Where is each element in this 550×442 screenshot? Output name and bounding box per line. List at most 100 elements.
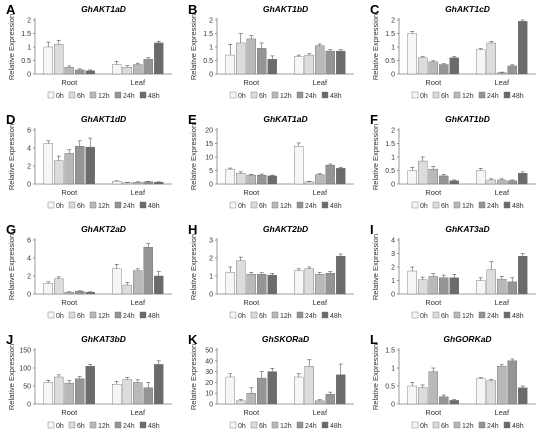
- legend-swatch-24h: [114, 91, 122, 99]
- panel-letter: B: [188, 2, 197, 17]
- y-tick-label: 2: [209, 18, 213, 25]
- bar-leaf-0h: [294, 145, 304, 185]
- bar-root-0h: [407, 385, 417, 405]
- y-tick-label: 0: [391, 72, 395, 79]
- legend-label: 12h: [462, 93, 474, 100]
- bar-root-24h: [257, 48, 267, 75]
- bar-leaf-6h: [122, 284, 132, 295]
- legend-swatch-24h: [478, 91, 486, 99]
- legend-label: 6h: [77, 203, 85, 210]
- bar-root-6h: [54, 376, 64, 405]
- bar-leaf-12h: [497, 278, 507, 295]
- legend-label: 24h: [305, 423, 317, 430]
- y-tick-label: 1: [391, 155, 395, 162]
- legend-swatch-12h: [89, 91, 97, 99]
- legend-label: 24h: [487, 423, 499, 430]
- bar-leaf-48h: [154, 364, 164, 405]
- x-category-label: Root: [425, 188, 442, 197]
- panel-j: J GhKAT3bD Relative Expression 0 50 100 150 Roo…: [6, 332, 172, 430]
- legend-label: 6h: [259, 313, 267, 320]
- bar-leaf-24h: [507, 360, 517, 405]
- legend-swatch-12h: [453, 91, 461, 99]
- bar-leaf-0h: [476, 49, 486, 75]
- legend-swatch-24h: [114, 201, 122, 209]
- legend-swatch-24h: [478, 421, 486, 429]
- bar-leaf-12h: [133, 382, 143, 405]
- y-tick-label: 4: [27, 146, 31, 153]
- legend-label: 6h: [441, 423, 449, 430]
- bar-leaf-0h: [112, 268, 122, 295]
- bar-root-48h: [85, 146, 95, 185]
- bar-leaf-48h: [336, 374, 346, 405]
- bar-leaf-0h: [112, 64, 122, 75]
- legend-swatch-6h: [68, 201, 76, 209]
- bar-root-0h: [43, 143, 53, 185]
- bar-root-0h: [43, 46, 53, 75]
- y-axis-label: Relative Expression: [371, 124, 380, 190]
- legend-swatch-12h: [453, 421, 461, 429]
- x-category-label: Root: [425, 78, 442, 87]
- legend-label: 12h: [280, 93, 292, 100]
- bar-root-0h: [225, 272, 235, 295]
- panel-letter: I: [370, 222, 374, 237]
- bar-leaf-24h: [507, 65, 517, 75]
- panel-title: GhAKT2bD: [263, 224, 308, 234]
- bar-root-6h: [236, 172, 246, 185]
- bar-root-0h: [225, 54, 235, 75]
- bar-root-24h: [439, 396, 449, 405]
- y-tick-label: 20: [205, 128, 213, 135]
- bar-leaf-48h: [518, 21, 528, 75]
- bar-leaf-6h: [486, 380, 496, 405]
- x-category-label: Leaf: [494, 188, 510, 197]
- bar-leaf-24h: [325, 164, 335, 185]
- y-tick-label: 6: [27, 128, 31, 135]
- legend-swatch-12h: [271, 421, 279, 429]
- legend-label: 24h: [305, 203, 317, 210]
- legend-label: 0h: [420, 423, 428, 430]
- x-category-label: Root: [61, 408, 78, 417]
- bar-root-24h: [257, 377, 267, 405]
- y-tick-label: 0: [27, 72, 31, 79]
- legend-label: 6h: [441, 93, 449, 100]
- bar-root-24h: [75, 291, 85, 295]
- y-tick-label: 0.5: [203, 58, 213, 65]
- y-tick-label: 30: [205, 369, 213, 376]
- legend-label: 24h: [123, 203, 135, 210]
- bar-leaf-6h: [304, 268, 314, 295]
- y-tick-label: 0: [391, 402, 395, 409]
- y-tick-label: 1.5: [21, 31, 31, 38]
- x-category-label: Leaf: [494, 78, 510, 87]
- legend-swatch-24h: [478, 311, 486, 319]
- bar-leaf-0h: [294, 270, 304, 295]
- x-category-label: Root: [243, 408, 260, 417]
- y-tick-label: 2: [391, 265, 395, 272]
- y-tick-label: 0: [27, 292, 31, 299]
- panel-title: GhAKT1cD: [445, 4, 490, 14]
- panel-i: I GhKAT3aD Relative Expression 0 1 2 3 4 Root Lea…: [370, 222, 536, 320]
- legend-swatch-0h: [411, 91, 419, 99]
- x-category-label: Root: [243, 78, 260, 87]
- y-tick-label: 0: [209, 182, 213, 189]
- x-category-label: Leaf: [312, 298, 328, 307]
- bar-root-12h: [428, 276, 438, 295]
- y-tick-label: 1.5: [203, 31, 213, 38]
- legend-swatch-48h: [321, 421, 329, 429]
- y-tick-label: 1.5: [385, 348, 395, 355]
- panel-k: K GhSKORaD Relative Expression 0 10 20 30 40 50 R…: [188, 332, 354, 430]
- bar-root-12h: [246, 38, 256, 75]
- bar-root-0h: [407, 33, 417, 75]
- bar-root-48h: [449, 57, 459, 75]
- panel-letter: G: [6, 222, 16, 237]
- panel-title: GhKAT3aD: [445, 224, 489, 234]
- x-category-label: Leaf: [494, 298, 510, 307]
- y-tick-label: 2: [391, 18, 395, 25]
- bar-leaf-24h: [325, 273, 335, 295]
- legend-swatch-48h: [321, 91, 329, 99]
- y-tick-label: 2: [27, 274, 31, 281]
- bar-leaf-6h: [486, 179, 496, 185]
- bar-leaf-48h: [154, 275, 164, 295]
- legend-swatch-6h: [250, 311, 258, 319]
- x-category-label: Root: [425, 408, 442, 417]
- panel-l: L GhGORKaD Relative Expression 0 0.5 1 1.5 Root…: [370, 332, 536, 430]
- bar-leaf-0h: [112, 384, 122, 405]
